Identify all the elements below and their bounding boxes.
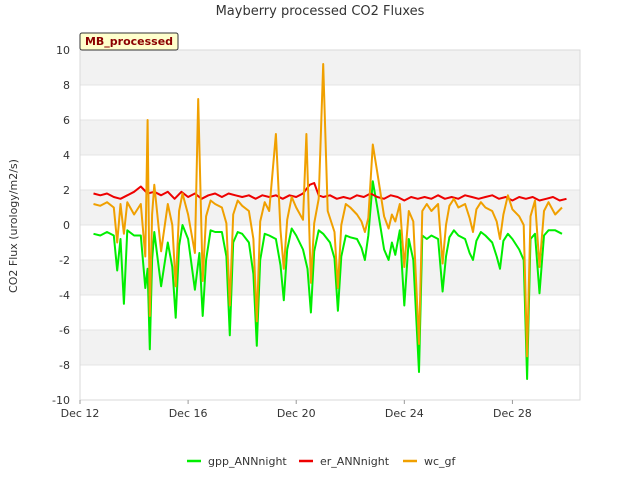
y-tick-label: 6 xyxy=(63,114,70,127)
grid-band xyxy=(80,330,580,365)
x-tick-label: Dec 16 xyxy=(169,407,208,420)
x-tick-label: Dec 20 xyxy=(277,407,316,420)
series-layer xyxy=(93,63,567,380)
y-tick-label: -8 xyxy=(59,359,70,372)
legend-item-wc-gf: wc_gf xyxy=(403,455,457,468)
legend-item-gpp-annnight: gpp_ANNnight xyxy=(187,455,287,468)
grid-band xyxy=(80,260,580,295)
series-line-wc-gf xyxy=(93,63,563,358)
series-line-gpp-annnight xyxy=(93,180,563,380)
grid-band xyxy=(80,120,580,155)
x-tick-label: Dec 12 xyxy=(61,407,100,420)
x-axis-ticks: Dec 12 Dec 16 Dec 20 Dec 24 Dec 28 xyxy=(61,400,532,420)
x-tick-label: Dec 28 xyxy=(493,407,532,420)
y-axis-title: CO2 Flux (urology/m2/s) xyxy=(7,159,20,293)
plot-border xyxy=(79,49,581,401)
y-tick-label: -10 xyxy=(52,394,70,407)
legend-item-er-annnight: er_ANNnight xyxy=(299,455,390,468)
y-tick-label: 10 xyxy=(56,44,70,57)
y-tick-label: 8 xyxy=(63,79,70,92)
dataset-badge: MB_processed xyxy=(79,32,179,51)
legend: gpp_ANNnight er_ANNnight wc_gf xyxy=(187,455,457,468)
y-tick-label: 0 xyxy=(63,219,70,232)
y-tick-label: 4 xyxy=(63,149,70,162)
dataset-badge-label: MB_processed xyxy=(85,35,173,48)
y-tick-label: -6 xyxy=(59,324,70,337)
y-tick-label: -4 xyxy=(59,289,70,302)
legend-label: gpp_ANNnight xyxy=(208,455,287,468)
chart-title: Mayberry processed CO2 Fluxes xyxy=(216,4,425,19)
dataset-badge-box xyxy=(79,32,179,51)
y-axis-ticks: -10 -8 -6 -4 -2 0 2 4 6 8 10 xyxy=(52,44,70,407)
legend-label: wc_gf xyxy=(424,455,457,468)
y-tick-label: -2 xyxy=(59,254,70,267)
legend-label: er_ANNnight xyxy=(320,455,390,468)
grid-band xyxy=(80,50,580,85)
plot-background xyxy=(79,49,581,401)
x-tick-label: Dec 24 xyxy=(385,407,424,420)
y-tick-label: 2 xyxy=(63,184,70,197)
